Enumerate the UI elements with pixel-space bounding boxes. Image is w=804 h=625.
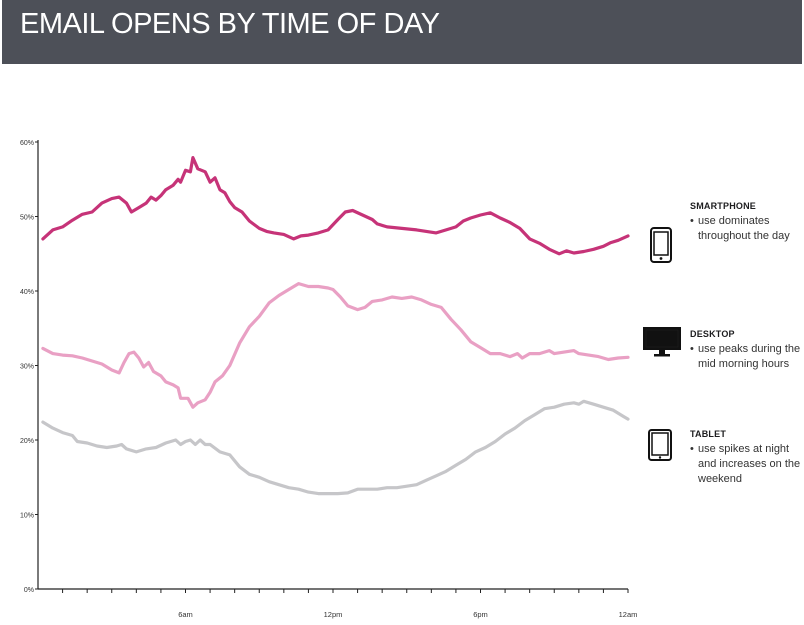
series-line-tablet (41, 399, 630, 496)
y-tick-label: 40% (20, 289, 34, 296)
legend-text: use spikes at night and increases on the… (698, 443, 801, 485)
y-tick-label: 60% (20, 140, 34, 147)
legend-title: DESKTOP (690, 329, 735, 339)
x-tick-label: 6pm (473, 610, 488, 619)
y-tick-label: 10% (20, 513, 34, 520)
chart-lines (41, 156, 630, 496)
y-tick-label: 0% (24, 587, 34, 594)
legend-desktop: DESKTOP • use peaks during the mid morni… (640, 327, 804, 372)
legend-bullet: • (690, 343, 694, 355)
header-bar: EMAIL OPENS BY TIME OF DAY (2, 0, 802, 64)
legend-title: SMARTPHONE (690, 201, 757, 211)
legend-description: • use dominates throughout the day (690, 214, 804, 244)
legend-text: use peaks during the mid morning hours (698, 343, 801, 370)
series-line-desktop (41, 282, 630, 409)
legend-description: • use spikes at night and increases on t… (690, 442, 804, 487)
legend-tablet: TABLET • use spikes at night and increas… (640, 429, 804, 485)
x-tick-label: 12pm (324, 610, 343, 619)
legend-description: • use peaks during the mid morning hours (690, 342, 804, 372)
chart-axes: 0% 10% 20% 30% 40% 50% 60% 6am 12pm 6pm 12am (20, 140, 637, 619)
tablet-icon (648, 429, 672, 461)
x-tick-label: 12am (619, 610, 638, 619)
smartphone-icon (650, 227, 672, 263)
page-title: EMAIL OPENS BY TIME OF DAY (20, 8, 440, 40)
legend-smartphone: SMARTPHONE • use dominates throughout th… (640, 201, 804, 265)
desktop-icon (643, 327, 681, 357)
legend-bullet: • (690, 443, 694, 455)
y-tick-label: 20% (20, 438, 34, 445)
legend-bullet: • (690, 215, 694, 227)
y-tick-label: 50% (20, 215, 34, 222)
legend-title: TABLET (690, 429, 727, 439)
series-line-smartphone (41, 156, 630, 256)
y-tick-label: 30% (20, 364, 34, 371)
legend-text: use dominates throughout the day (698, 215, 790, 242)
x-tick-label: 6am (178, 610, 193, 619)
